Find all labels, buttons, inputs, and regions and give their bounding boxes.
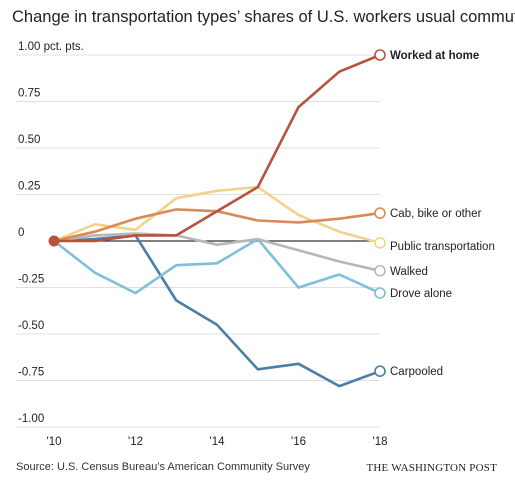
series-line-walked bbox=[52, 232, 382, 273]
y-tick-label: -0.50 bbox=[18, 320, 44, 332]
series-label-public-transportation: Public transportation bbox=[390, 241, 495, 253]
marker-layer bbox=[48, 49, 386, 378]
end-marker-walked bbox=[374, 264, 386, 277]
end-marker-cab-bike-other bbox=[374, 207, 386, 219]
y-tick-label: 0.25 bbox=[18, 181, 40, 193]
series-label-worked-at-home: Worked at home bbox=[390, 50, 479, 62]
source-note: Source: U.S. Census Bureau’s American Co… bbox=[16, 461, 310, 473]
y-tick-label: 0 bbox=[18, 227, 24, 239]
series-line-drove-alone bbox=[52, 237, 382, 295]
origin-marker bbox=[48, 235, 60, 247]
y-tick-label: -0.25 bbox=[18, 274, 44, 286]
series-line-worked-at-home bbox=[52, 53, 382, 243]
x-tick-label: '10 bbox=[47, 436, 62, 448]
y-tick-label: 0.75 bbox=[18, 88, 40, 100]
end-marker-drove-alone bbox=[374, 287, 386, 299]
publisher-credit: THE WASHINGTON POST bbox=[366, 462, 497, 474]
series-label-carpooled: Carpooled bbox=[390, 366, 443, 378]
x-tick-label: '12 bbox=[128, 436, 143, 448]
chart-title: Change in transportation types’ shares o… bbox=[12, 8, 515, 26]
series-label-drove-alone: Drove alone bbox=[390, 288, 452, 300]
y-tick-label: 0.50 bbox=[18, 134, 40, 146]
end-marker-carpooled bbox=[374, 365, 386, 378]
label-layer: Worked at home Cab, bike or other Public t… bbox=[390, 50, 495, 378]
y-tick-label: -1.00 bbox=[18, 413, 44, 425]
axis-layer: 1.00 pct. pts. 0.75 0.50 0.25 0 -0.25 -0.50 -0.… bbox=[18, 41, 388, 448]
y-tick-label: -0.75 bbox=[18, 367, 44, 379]
end-marker-worked-at-home bbox=[374, 49, 386, 61]
end-marker-public-transportation bbox=[374, 237, 386, 249]
y-tick-label: 1.00 pct. pts. bbox=[18, 41, 84, 53]
series-label-cab-bike-other: Cab, bike or other bbox=[390, 208, 482, 220]
x-tick-label: '18 bbox=[373, 436, 388, 448]
series-layer bbox=[52, 53, 382, 388]
x-tick-label: '16 bbox=[291, 436, 306, 448]
x-tick-label: '14 bbox=[210, 436, 226, 448]
series-label-walked: Walked bbox=[390, 266, 428, 278]
